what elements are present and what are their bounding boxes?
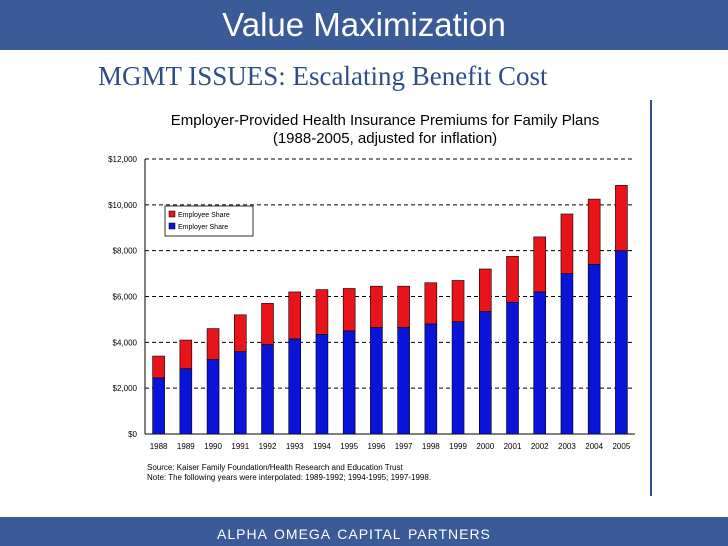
- chart-title-line1: Employer-Provided Health Insurance Premi…: [170, 112, 600, 129]
- bar-employer-share: [206, 359, 220, 435]
- legend-box: [164, 205, 254, 237]
- divider-line: [650, 100, 652, 496]
- x-tick-label: 2005: [612, 442, 630, 451]
- x-tick-label: 1988: [150, 442, 168, 451]
- x-tick-label: 2000: [476, 442, 494, 451]
- bar-employer-share: [342, 330, 356, 435]
- legend-swatch: [168, 222, 176, 230]
- x-tick-label: 2002: [531, 442, 549, 451]
- y-tick-label: $0: [128, 430, 137, 439]
- bar-employee-share: [179, 339, 193, 369]
- x-tick-label: 1998: [422, 442, 440, 451]
- bar-employee-share: [506, 256, 519, 303]
- bottom-banner: ALPHA OMEGA CAPITAL PARTNERS: [0, 517, 728, 546]
- bar-employer-share: [315, 334, 329, 435]
- bar-employer-share: [152, 377, 165, 435]
- bar-employer-share: [560, 273, 574, 435]
- bar-employee-share: [342, 288, 356, 332]
- bar-employee-share: [152, 355, 165, 379]
- legend-label: Employer Share: [178, 224, 228, 231]
- y-tick-label: $8,000: [113, 247, 138, 256]
- x-tick-label: 1994: [313, 442, 331, 451]
- bar-employer-share: [179, 368, 193, 435]
- bar-employee-share: [478, 268, 492, 312]
- x-tick-label: 2003: [558, 442, 576, 451]
- bar-employer-share: [478, 311, 492, 435]
- bar-employee-share: [206, 328, 220, 360]
- bar-employee-share: [451, 280, 465, 323]
- x-tick-label: 1995: [340, 442, 358, 451]
- bar-employer-share: [615, 250, 628, 435]
- chart-title-line2: (1988-2005, adjusted for inflation): [272, 130, 498, 147]
- top-banner: Value Maximization: [0, 0, 728, 50]
- bar-employee-share: [315, 289, 329, 335]
- bar-employee-share: [233, 314, 247, 352]
- legend-swatch: [168, 210, 176, 218]
- bar-employer-share: [261, 344, 274, 435]
- bar-employer-share: [370, 327, 383, 435]
- x-tick-label: 1992: [259, 442, 277, 451]
- bar-employee-share: [397, 285, 410, 328]
- x-tick-label: 1993: [286, 442, 304, 451]
- bar-employer-share: [506, 301, 519, 435]
- x-tick-label: 1996: [367, 442, 385, 451]
- y-tick-label: $4,000: [113, 338, 138, 347]
- bar-employee-share: [370, 285, 383, 328]
- bar-employer-share: [451, 321, 465, 435]
- x-tick-label: 1999: [449, 442, 467, 451]
- note-line: Note: The following years were interpola…: [147, 473, 432, 482]
- x-tick-label: 2004: [585, 442, 603, 451]
- bar-employer-share: [587, 264, 601, 435]
- x-tick-label: 1991: [231, 442, 249, 451]
- bar-employer-share: [424, 323, 438, 435]
- slide-subtitle: MGMT ISSUES: Escalating Benefit Cost: [98, 61, 548, 91]
- bar-employer-share: [533, 291, 547, 435]
- x-tick-label: 1997: [395, 442, 413, 451]
- y-tick-label: $6,000: [113, 293, 138, 302]
- x-tick-label: 1989: [177, 442, 195, 451]
- footer-text: ALPHA OMEGA CAPITAL PARTNERS: [217, 526, 491, 542]
- y-tick-label: $2,000: [113, 384, 138, 393]
- x-tick-label: 1990: [204, 442, 222, 451]
- y-tick-label: $10,000: [108, 201, 137, 210]
- bar-employer-share: [397, 327, 410, 435]
- chart-source-note: Source: Kaiser Family Foundation/Health …: [147, 463, 431, 483]
- bar-employer-share: [233, 351, 247, 435]
- slide-title: Value Maximization: [222, 6, 506, 43]
- legend-label: Employee Share: [178, 212, 230, 219]
- bar-employee-share: [587, 198, 601, 265]
- y-tick-label: $12,000: [108, 155, 137, 164]
- x-tick-label: 2001: [504, 442, 522, 451]
- bar-employee-share: [424, 282, 438, 325]
- bar-employee-share: [533, 236, 547, 293]
- bar-employer-share: [288, 338, 302, 435]
- bar-employee-share: [615, 185, 628, 251]
- bar-employee-share: [288, 291, 302, 340]
- chart-title: Employer-Provided Health Insurance Premi…: [130, 112, 640, 148]
- source-line: Source: Kaiser Family Foundation/Health …: [147, 463, 403, 472]
- bar-employee-share: [560, 213, 574, 274]
- bar-employee-share: [261, 303, 274, 345]
